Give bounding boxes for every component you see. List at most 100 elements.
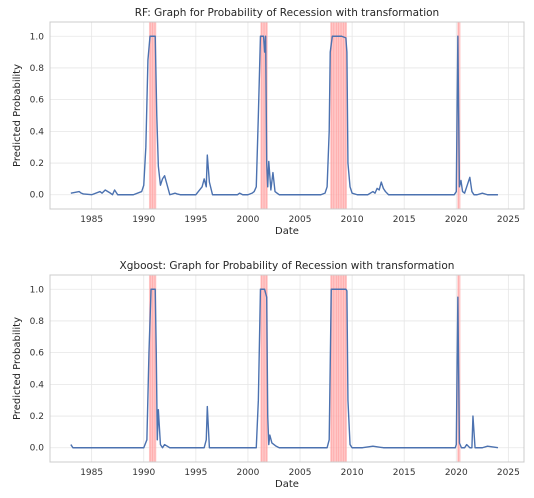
data-point <box>310 194 311 195</box>
data-point <box>332 36 333 37</box>
data-point <box>206 439 207 440</box>
data-point <box>143 185 144 186</box>
data-point <box>424 447 425 448</box>
y-tick-label: 0.6 <box>30 349 45 359</box>
data-point <box>497 194 498 195</box>
data-point <box>347 162 348 163</box>
data-point <box>133 194 134 195</box>
data-point <box>105 189 106 190</box>
data-point <box>393 194 394 195</box>
data-point <box>482 193 483 194</box>
data-point <box>141 191 142 192</box>
data-point <box>237 194 238 195</box>
data-point <box>155 36 156 37</box>
data-point <box>180 194 181 195</box>
data-point <box>357 194 358 195</box>
chart-title: RF: Graph for Probability of Recession w… <box>135 7 439 19</box>
data-point <box>270 189 271 190</box>
chart-panel-2: 1985 1990 1995 2000 2005 2010 2015 2020 2025 0.0 0… <box>12 260 525 490</box>
data-point <box>256 447 257 448</box>
data-point <box>424 194 425 195</box>
data-point <box>456 191 457 192</box>
data-point <box>176 193 177 194</box>
data-point <box>279 194 280 195</box>
x-tick-label: 1995 <box>184 468 207 478</box>
data-point <box>289 194 290 195</box>
data-point <box>147 59 148 60</box>
x-tick-label: 2015 <box>393 215 416 225</box>
data-point <box>72 447 73 448</box>
data-point <box>471 191 472 192</box>
y-tick-label: 1.0 <box>30 32 45 42</box>
data-point <box>404 194 405 195</box>
x-tick-label: 2025 <box>497 215 520 225</box>
data-point <box>327 447 328 448</box>
data-point <box>352 193 353 194</box>
x-tick-label: 1985 <box>80 215 103 225</box>
data-point <box>263 36 264 37</box>
data-point <box>362 194 363 195</box>
data-point <box>457 297 458 298</box>
data-point <box>112 194 113 195</box>
data-point <box>455 447 456 448</box>
data-point <box>149 36 150 37</box>
data-point <box>145 147 146 148</box>
y-tick-label: 0.8 <box>30 64 45 74</box>
data-point <box>466 444 467 445</box>
data-point <box>81 193 82 194</box>
y-tick-label: 0.0 <box>30 191 45 201</box>
data-point <box>70 444 71 445</box>
data-point <box>256 186 257 187</box>
data-point <box>91 194 92 195</box>
data-point <box>260 289 261 290</box>
data-point <box>459 442 460 443</box>
data-point <box>487 446 488 447</box>
data-point <box>464 193 465 194</box>
data-point <box>374 193 375 194</box>
data-point <box>207 406 208 407</box>
data-point <box>469 447 470 448</box>
x-tick-label: 2010 <box>341 468 364 478</box>
data-point <box>101 447 102 448</box>
data-point <box>367 194 368 195</box>
data-point <box>497 447 498 448</box>
data-point <box>207 155 208 156</box>
x-tick-label: 1990 <box>132 468 155 478</box>
data-point <box>388 194 389 195</box>
data-point <box>362 447 363 448</box>
data-point <box>258 400 259 401</box>
data-point <box>320 194 321 195</box>
data-point <box>151 36 152 37</box>
data-point <box>383 447 384 448</box>
data-point <box>195 447 196 448</box>
data-point <box>269 434 270 435</box>
data-point <box>461 447 462 448</box>
plot-frame <box>49 21 525 210</box>
data-point <box>114 189 115 190</box>
data-point <box>154 36 155 37</box>
data-point <box>341 289 342 290</box>
plot-frame <box>49 274 525 463</box>
data-point <box>330 52 331 53</box>
data-point <box>212 194 213 195</box>
y-tick-label: 0.4 <box>30 127 45 137</box>
data-point <box>329 439 330 440</box>
data-point <box>204 178 205 179</box>
data-point <box>456 444 457 445</box>
data-point <box>162 178 163 179</box>
data-point <box>471 447 472 448</box>
data-point <box>174 193 175 194</box>
data-point <box>492 194 493 195</box>
data-point <box>242 194 243 195</box>
y-tick-label: 0.8 <box>30 317 45 327</box>
data-point <box>377 188 378 189</box>
data-point <box>195 194 196 195</box>
y-tick-label: 0.4 <box>30 380 45 390</box>
data-point <box>158 166 159 167</box>
data-point <box>336 36 337 37</box>
data-point <box>341 36 342 37</box>
data-point <box>156 352 157 353</box>
data-point <box>472 415 473 416</box>
x-tick-label: 2025 <box>497 468 520 478</box>
